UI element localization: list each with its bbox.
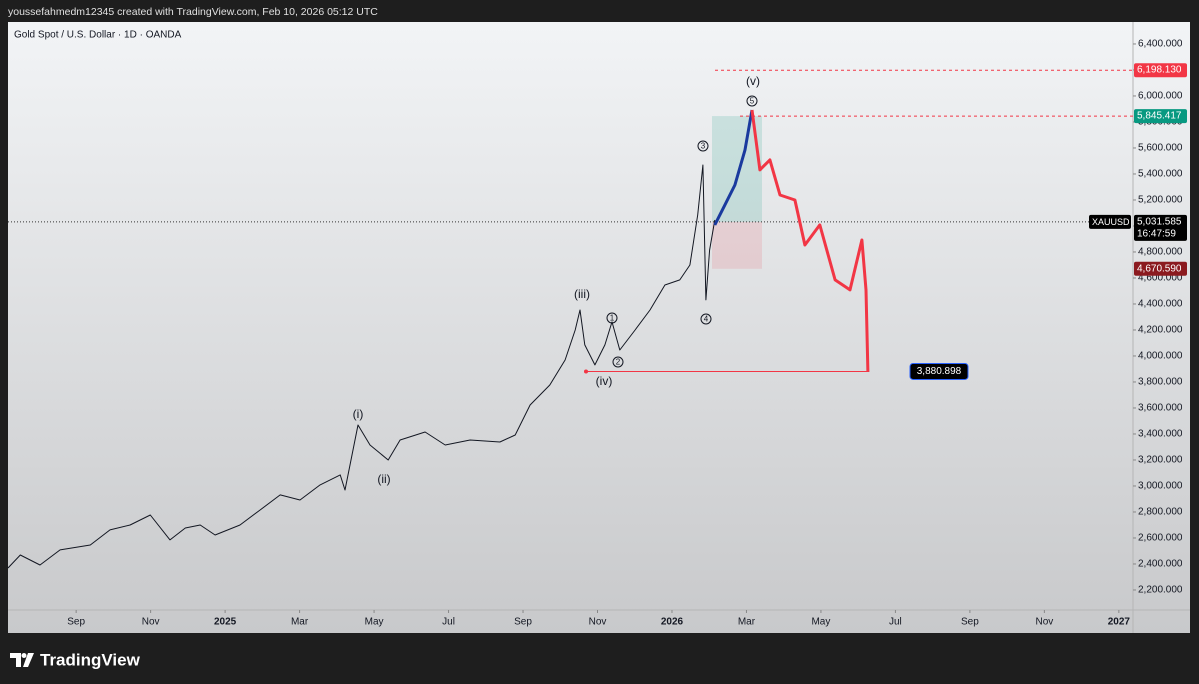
symbol-bg (1089, 214, 1131, 229)
x-tick-label: 2026 (661, 617, 684, 628)
x-tick-label: May (365, 617, 384, 628)
support-anchor (584, 369, 588, 374)
x-tick-label: 2027 (1108, 617, 1131, 628)
loss-zone (712, 221, 762, 269)
chart-title: Gold Spot / U.S. Dollar · 1D · OANDA (14, 30, 182, 41)
countdown: 16:47:59 (1137, 228, 1176, 239)
wave-label: 5 (750, 97, 755, 106)
wave-circle (700, 313, 712, 325)
x-tick-label: Jul (442, 617, 455, 628)
wave-circle (606, 312, 618, 324)
x-tick-label: 2025 (214, 617, 237, 628)
wave-label: 2 (616, 358, 621, 367)
y-tick-label: 3,400.000 (1138, 428, 1183, 439)
y-tick-label: 6,400.000 (1138, 38, 1183, 49)
brand-logo (10, 653, 34, 667)
price-label-bg (1134, 214, 1187, 241)
x-tick-label: Mar (738, 617, 756, 628)
wave-label: (iii) (574, 287, 590, 301)
y-tick-label: 2,600.000 (1138, 532, 1183, 543)
wave-label: 1 (610, 314, 615, 323)
x-tick-label: Nov (142, 617, 160, 628)
y-tick-label: 4,200.000 (1138, 324, 1183, 335)
x-tick-label: Sep (67, 617, 85, 628)
wave-circle (612, 356, 624, 368)
y-tick-label: 2,800.000 (1138, 506, 1183, 517)
target-label: 3,880.898 (917, 366, 962, 377)
wave-label: (ii) (377, 472, 390, 486)
price-label: 5,845.417 (1137, 111, 1182, 122)
y-tick-label: 4,800.000 (1138, 246, 1183, 257)
wave-circle (697, 140, 709, 152)
chart-panel (8, 22, 1190, 633)
wave-circle (746, 95, 758, 107)
y-tick-label: 2,400.000 (1138, 558, 1183, 569)
x-tick-label: Nov (589, 617, 607, 628)
wave-label: (i) (353, 407, 364, 421)
header: youssefahmedm12345 created with TradingV… (8, 6, 378, 18)
y-tick-label: 4,000.000 (1138, 350, 1183, 361)
wave-label: 3 (701, 142, 706, 151)
x-tick-label: Nov (1035, 617, 1053, 628)
price-line (7, 164, 716, 569)
brand-name: TradingView (40, 651, 141, 670)
y-tick-label: 6,000.000 (1138, 90, 1183, 101)
y-tick-label: 3,600.000 (1138, 402, 1183, 413)
y-tick-label: 4,400.000 (1138, 298, 1183, 309)
price-label-bg (1134, 261, 1187, 276)
wave-label: 4 (704, 315, 709, 324)
x-tick-label: Jul (889, 617, 902, 628)
y-tick-label: 3,200.000 (1138, 454, 1183, 465)
price-label: 6,198.130 (1137, 65, 1182, 76)
y-tick-label: 3,000.000 (1138, 480, 1183, 491)
price-label: 4,670.590 (1137, 263, 1182, 274)
y-tick-label: 3,800.000 (1138, 376, 1183, 387)
wave-label: (iv) (596, 374, 613, 388)
wave-label: (v) (746, 74, 760, 88)
price-label-bg (1134, 109, 1187, 124)
y-tick-label: 5,400.000 (1138, 168, 1183, 179)
x-tick-label: Sep (961, 617, 979, 628)
y-tick-label: 4,600.000 (1138, 272, 1183, 283)
x-tick-label: May (811, 617, 830, 628)
price-label-bg (1134, 63, 1187, 78)
y-tick-label: 5,600.000 (1138, 142, 1183, 153)
y-tick-label: 5,200.000 (1138, 194, 1183, 205)
price-line (750, 109, 870, 373)
x-tick-label: Sep (514, 617, 532, 628)
price-label: 5,031.585 (1137, 216, 1182, 227)
x-tick-label: Mar (291, 617, 309, 628)
target-callout (909, 362, 969, 380)
symbol-label: XAUUSD (1092, 217, 1130, 227)
price-line (713, 109, 754, 226)
y-tick-label: 2,200.000 (1138, 584, 1183, 595)
